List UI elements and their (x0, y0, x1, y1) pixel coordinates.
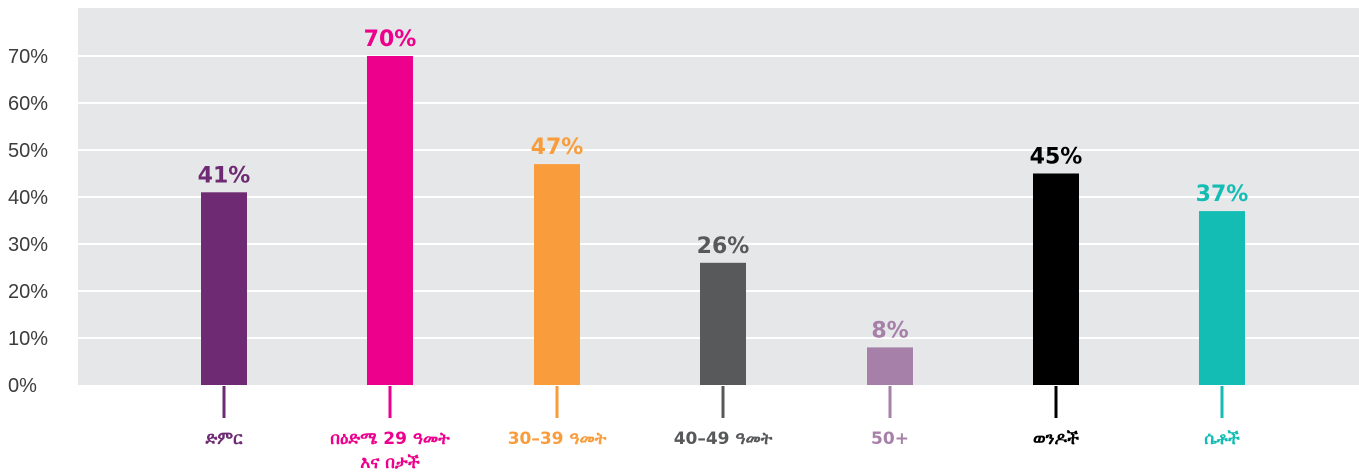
category-label: 40–49 ዓመት (674, 429, 773, 449)
data-label: 37% (1196, 182, 1249, 207)
bar (534, 164, 580, 385)
category-label: 30–39 ዓመት (508, 429, 607, 449)
category-label: ድምር (204, 429, 243, 449)
data-label: 41% (198, 163, 251, 188)
bar (867, 347, 913, 385)
bar (367, 56, 413, 385)
bar (201, 192, 247, 385)
bars (201, 56, 1245, 418)
y-tick-label: 60% (8, 93, 48, 115)
value-labels: 41% 70% 47% 26% 8% 45% 37% (198, 27, 1249, 343)
y-tick-label: 70% (8, 46, 48, 68)
data-label: 26% (697, 234, 750, 259)
category-label: ሴቶች (1204, 429, 1240, 449)
data-label: 45% (1030, 145, 1083, 170)
category-label: እና በታች (360, 453, 420, 473)
category-label: በዕድሜ 29 ዓመት (330, 429, 450, 449)
y-tick-label: 20% (8, 281, 48, 303)
data-label: 70% (364, 27, 417, 52)
y-axis-ticks: 0% 10% 20% 30% 40% 50% 60% 70% (8, 46, 48, 397)
bar (700, 262, 746, 385)
data-label: 8% (871, 318, 908, 343)
y-tick-label: 50% (8, 140, 48, 162)
y-tick-label: 0% (8, 375, 37, 397)
category-label: ወንዶች (1033, 429, 1079, 449)
data-label: 47% (531, 135, 584, 160)
y-tick-label: 30% (8, 234, 48, 256)
bar (1199, 211, 1245, 385)
y-tick-label: 10% (8, 328, 48, 350)
bar (1033, 173, 1079, 385)
category-label: 50+ (871, 429, 909, 449)
category-labels: ድምር በዕድሜ 29 ዓመት እና በታች 30–39 ዓመት 40–49 ዓመት 50… (204, 429, 1239, 473)
y-tick-label: 40% (8, 187, 48, 209)
